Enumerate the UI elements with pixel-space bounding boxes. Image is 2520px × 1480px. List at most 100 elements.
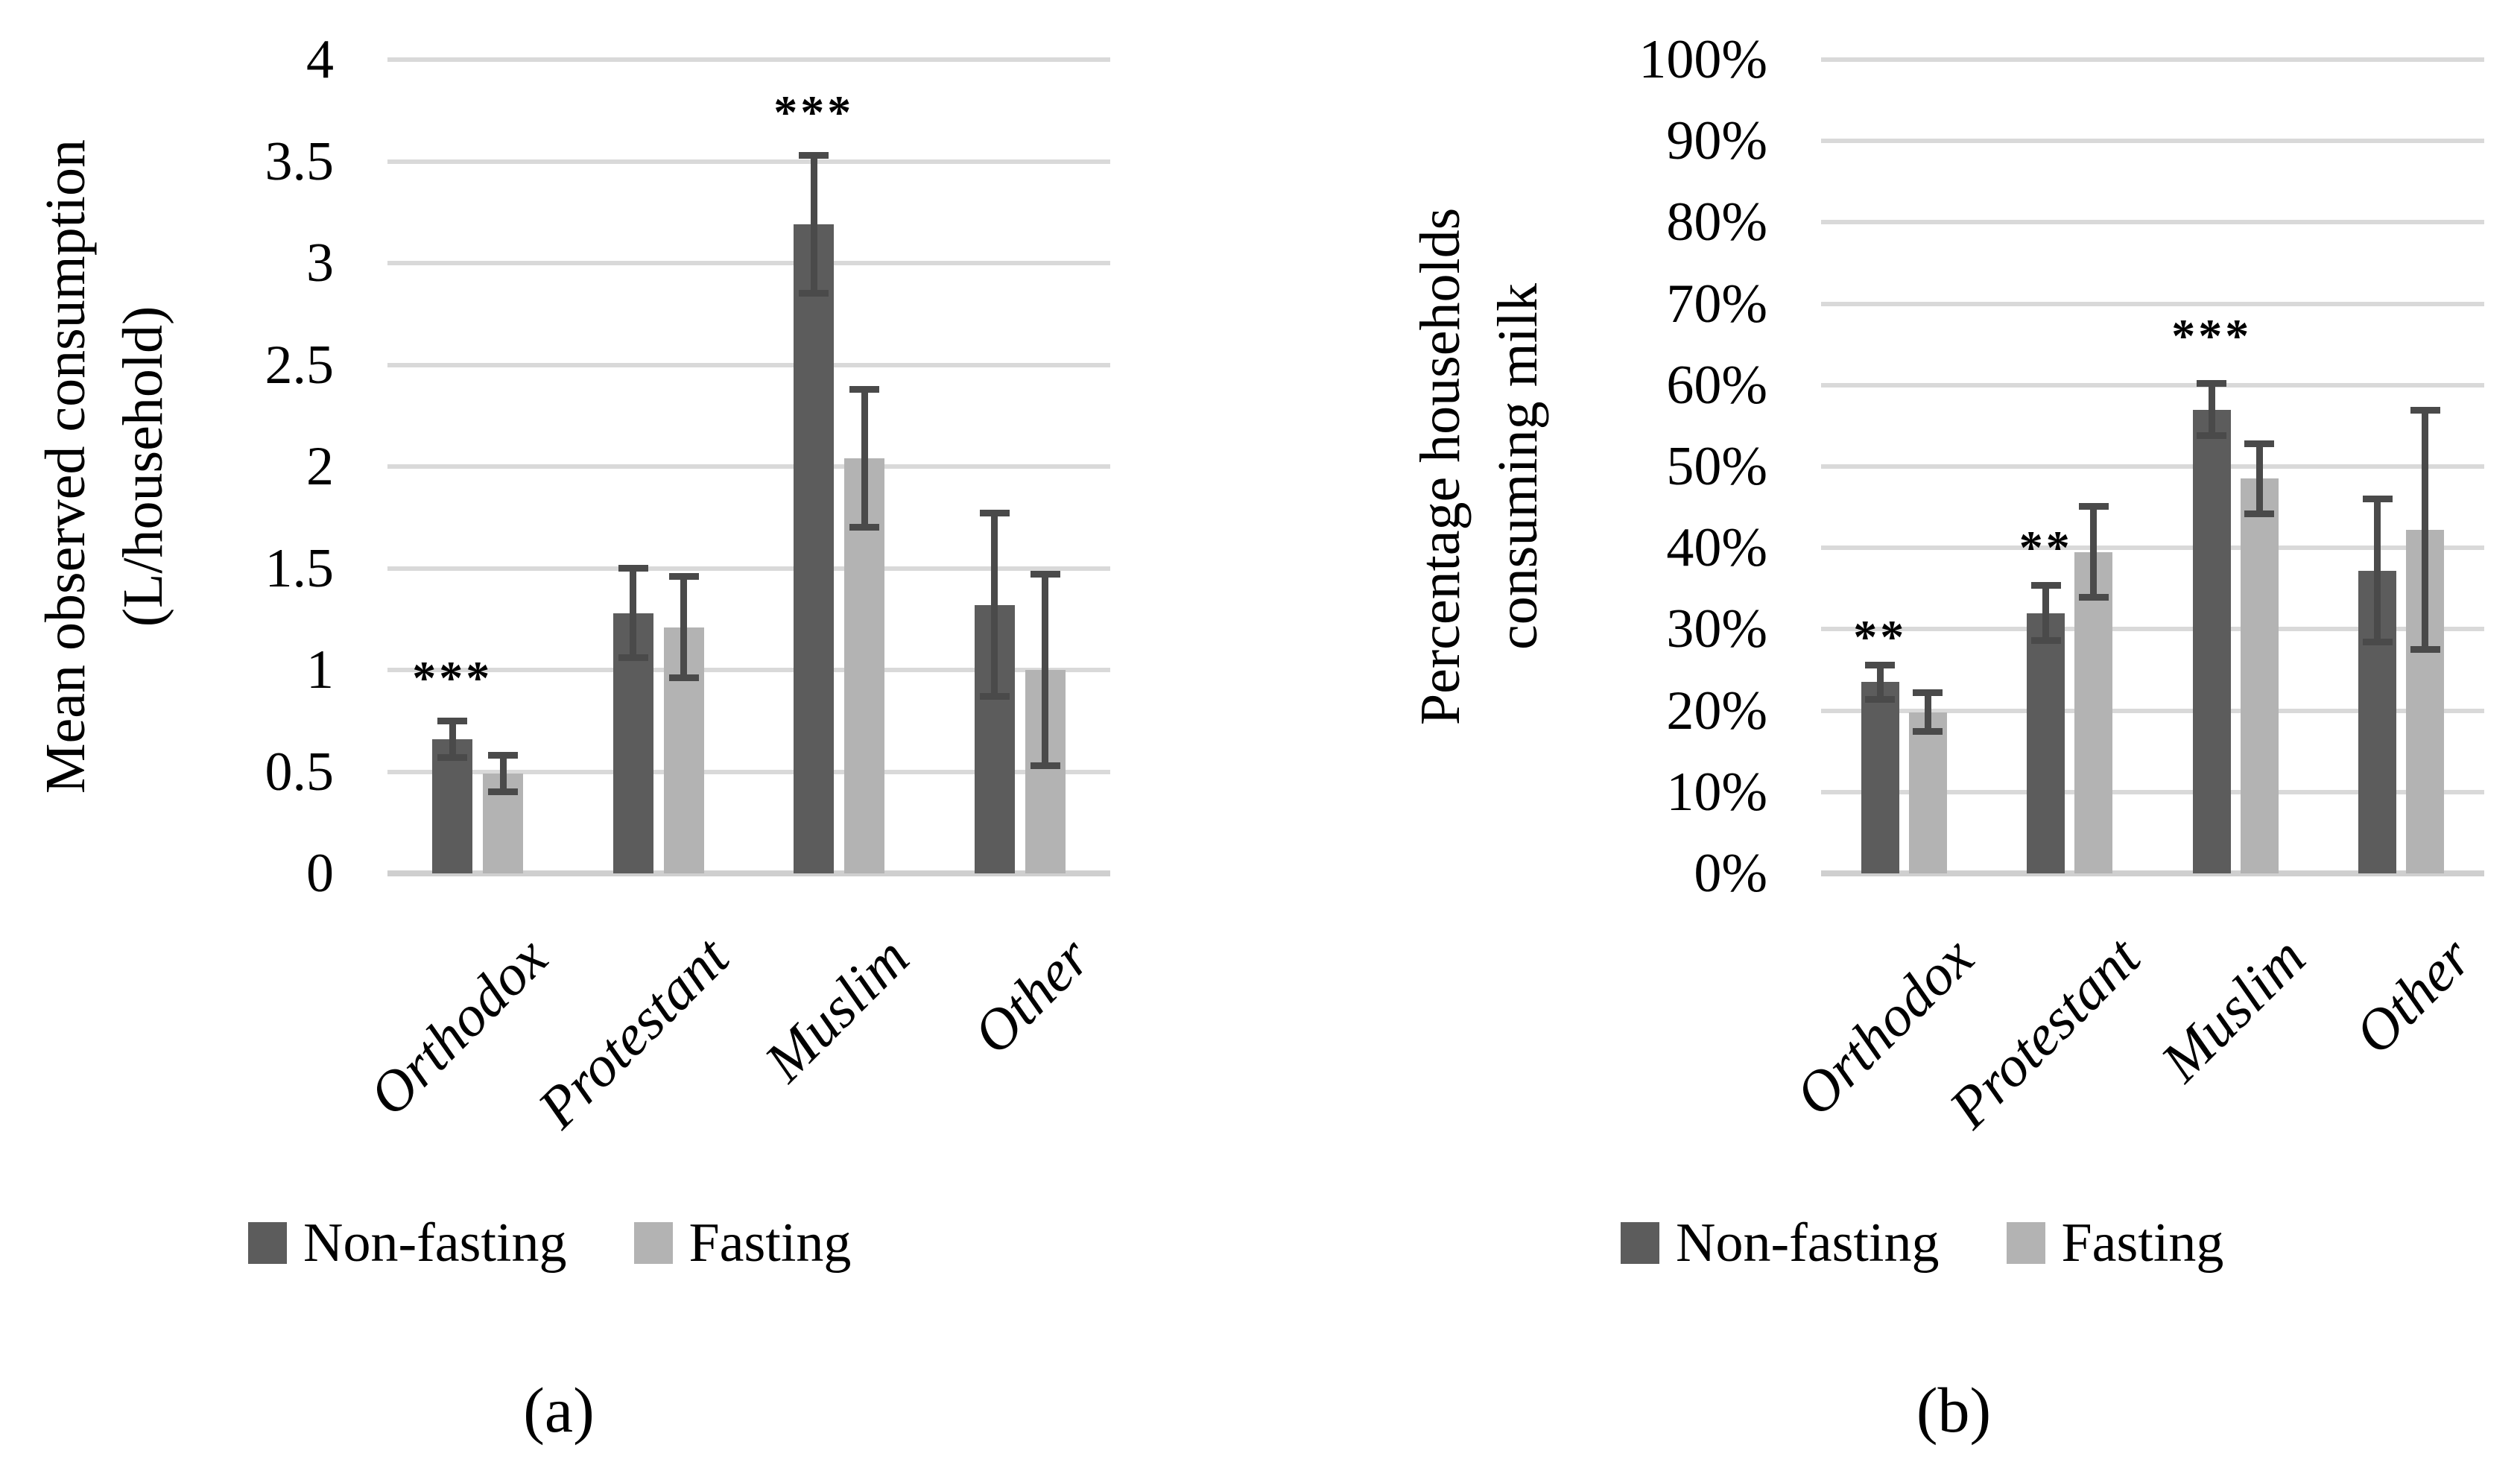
legend-label-non-fasting: Non-fasting xyxy=(303,1212,567,1274)
legend-label-fasting: Fasting xyxy=(688,1212,852,1274)
y-tick-label: 3.5 xyxy=(265,130,335,192)
y-tick-label: 100% xyxy=(1639,29,1767,90)
error-bar-cap xyxy=(668,674,699,682)
y-tick-label: 10% xyxy=(1666,761,1767,823)
significance-stars-protestant: ** xyxy=(2019,521,2073,575)
bar-non-fasting-muslim xyxy=(2192,409,2231,873)
fasting-swatch xyxy=(2006,1222,2045,1264)
error-bar-stem xyxy=(810,155,817,294)
y-tick-label: 4 xyxy=(306,29,334,90)
gridline xyxy=(1821,464,2484,469)
y-tick-label: 0% xyxy=(1694,843,1767,904)
error-bar-cap xyxy=(849,524,880,531)
error-bar-cap xyxy=(1913,689,1943,697)
bar-non-fasting-muslim xyxy=(794,224,835,873)
bar-non-fasting-protestant xyxy=(2027,613,2065,873)
error-bar-cap xyxy=(488,788,519,796)
bar-non-fasting-other xyxy=(2358,570,2397,873)
error-bar-cap xyxy=(2244,440,2275,447)
x-category-label-protestant: Protestant xyxy=(1936,924,2152,1140)
bar-fasting-orthodox xyxy=(483,774,524,873)
error-bar-stem xyxy=(1042,574,1049,766)
error-bar-cap xyxy=(668,572,699,580)
error-bar-stem xyxy=(2042,585,2050,641)
y-tick-label: 80% xyxy=(1666,192,1767,253)
bar-non-fasting-orthodox xyxy=(432,739,473,873)
bar-non-fasting-orthodox xyxy=(1861,682,1899,873)
legend-label-fasting: Fasting xyxy=(2061,1212,2224,1274)
error-bar-stem xyxy=(2090,506,2098,598)
x-axis-line xyxy=(387,870,1110,876)
x-axis-line xyxy=(1821,870,2484,876)
error-bar-cap xyxy=(2197,380,2227,388)
gridline xyxy=(387,566,1110,571)
y-tick-label: 1 xyxy=(306,639,334,701)
y-tick-label: 3 xyxy=(306,233,334,294)
x-category-label-protestant: Protestant xyxy=(525,924,741,1140)
significance-stars-muslim: *** xyxy=(2171,309,2253,363)
x-category-label-orthodox: Orthodox xyxy=(356,924,560,1128)
y-axis-title-b-line2: consuming milk xyxy=(1487,283,1549,650)
caption-b: (b) xyxy=(1916,1374,1992,1446)
error-bar-cap xyxy=(2078,594,2109,601)
error-bar-cap xyxy=(1913,728,1943,736)
error-bar-cap xyxy=(799,290,829,297)
error-bar-cap xyxy=(799,151,829,159)
legend-item-fasting: Fasting xyxy=(633,1212,852,1274)
bar-fasting-muslim xyxy=(2240,478,2279,873)
bar-non-fasting-protestant xyxy=(612,613,653,873)
gridline xyxy=(1821,220,2484,225)
error-bar-cap xyxy=(2030,581,2061,589)
gridline xyxy=(1821,57,2484,62)
x-category-label-other: Other xyxy=(960,924,1102,1066)
bar-fasting-protestant xyxy=(2074,551,2113,873)
error-bar-cap xyxy=(1030,571,1060,578)
significance-stars-orthodox: *** xyxy=(412,651,493,704)
legend-a: Non-fasting Fasting xyxy=(248,1213,851,1273)
plot-area-b: 0% 10% 20% 30% 40% 50% 60% 70% 80% 90% 100% Orthodo… xyxy=(1639,30,2484,1140)
error-bar-stem xyxy=(449,721,456,758)
gridline xyxy=(1821,382,2484,388)
error-bar-cap xyxy=(437,753,468,761)
legend-item-non-fasting: Non-fasting xyxy=(248,1213,567,1273)
legend-b: Non-fasting Fasting xyxy=(1621,1213,2223,1273)
error-bar-stem xyxy=(2374,499,2381,642)
legend-item-fasting: Fasting xyxy=(2006,1212,2224,1274)
error-bar-cap xyxy=(488,752,519,759)
error-bar-stem xyxy=(2255,443,2263,514)
gridline xyxy=(387,159,1110,164)
fasting-swatch xyxy=(633,1222,673,1264)
gridline xyxy=(1821,708,2484,713)
error-bar-cap xyxy=(2030,637,2061,645)
error-bar-stem xyxy=(499,755,507,792)
gridline xyxy=(387,362,1110,367)
x-category-label-muslim: Muslim xyxy=(2148,924,2318,1094)
error-bar-cap xyxy=(2410,646,2440,654)
y-tick-label: 2 xyxy=(306,436,334,497)
error-bar-cap xyxy=(1030,762,1060,769)
y-tick-label: 2.5 xyxy=(265,334,335,396)
gridline xyxy=(1821,139,2484,144)
legend-label-non-fasting: Non-fasting xyxy=(1676,1212,1940,1274)
gridline xyxy=(387,464,1110,469)
significance-stars-orthodox: ** xyxy=(1853,610,1908,664)
y-axis-title-a: Mean observed consumption (L/household) xyxy=(27,139,182,794)
error-bar-cap xyxy=(2197,432,2227,439)
gridline xyxy=(387,668,1110,672)
x-category-label-other: Other xyxy=(2341,924,2483,1066)
non-fasting-swatch xyxy=(1621,1222,1659,1264)
error-bar-stem xyxy=(991,513,998,697)
y-axis-title-b-line1: Percentage households xyxy=(1409,207,1472,726)
error-bar-cap xyxy=(849,385,880,393)
non-fasting-swatch xyxy=(248,1222,287,1264)
y-tick-label: 90% xyxy=(1666,110,1767,172)
bar-fasting-muslim xyxy=(844,458,885,873)
error-bar-stem xyxy=(2422,410,2429,650)
x-category-label-muslim: Muslim xyxy=(752,924,922,1094)
significance-stars-muslim: *** xyxy=(773,85,855,139)
y-tick-label: 30% xyxy=(1666,598,1767,660)
y-tick-label: 20% xyxy=(1666,680,1767,741)
gridline xyxy=(1821,789,2484,794)
